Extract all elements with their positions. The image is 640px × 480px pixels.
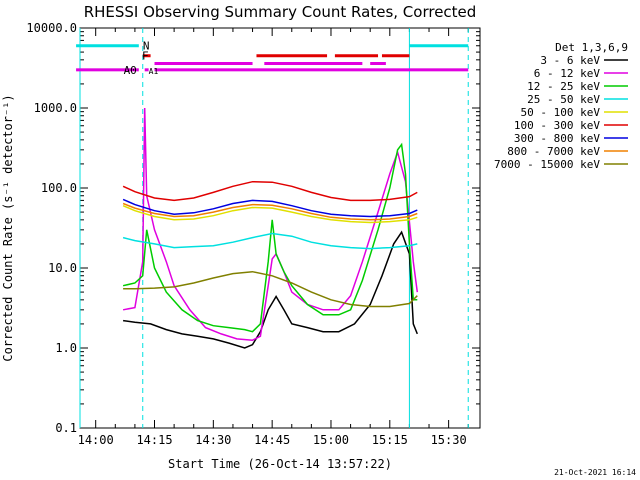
series-line <box>122 232 418 250</box>
flag-bar <box>142 54 151 58</box>
flag-bar <box>76 68 139 72</box>
y-tick-label: 1.0 <box>55 341 77 355</box>
series-line <box>122 142 418 333</box>
legend-label: 7000 - 15000 keV <box>494 158 600 171</box>
series-line <box>122 180 418 202</box>
y-tick-label: 10000.0 <box>26 21 77 35</box>
flag-bar <box>381 54 410 58</box>
legend-label: 300 - 800 keV <box>514 132 600 145</box>
flag-bar <box>154 61 253 65</box>
flag-bar <box>264 61 363 65</box>
x-tick-label: 15:30 <box>431 433 467 447</box>
series-line <box>122 230 418 349</box>
flag-label: A0 <box>124 64 137 77</box>
flag-bar <box>334 54 379 58</box>
series-line <box>122 107 419 341</box>
flag-bar <box>144 68 149 72</box>
legend-label: 25 - 50 keV <box>527 93 600 106</box>
legend-label: 3 - 6 keV <box>540 54 600 67</box>
flag-bar <box>76 44 139 48</box>
y-tick-label: 0.1 <box>55 421 77 435</box>
legend-title: Det 1,3,6,9 <box>555 41 628 54</box>
series-line <box>122 202 418 221</box>
flag-label: F <box>142 50 149 63</box>
x-tick-label: 14:00 <box>78 433 114 447</box>
flag-bar <box>256 54 328 58</box>
legend-label: 100 - 300 keV <box>514 119 600 132</box>
flag-bar <box>370 61 386 65</box>
plot-frame <box>79 27 481 429</box>
x-axis-label: Start Time (26-Oct-14 13:57:22) <box>168 457 392 471</box>
flag-label: A1 <box>149 67 159 76</box>
date-stamp: 21-Oct-2021 16:14 <box>554 468 636 477</box>
legend-label: 50 - 100 keV <box>521 106 601 119</box>
y-tick-label: 10.0 <box>48 261 77 275</box>
x-tick-label: 14:45 <box>254 433 290 447</box>
flag-bar <box>154 68 469 72</box>
series-line <box>122 198 418 218</box>
x-tick-label: 14:15 <box>136 433 172 447</box>
legend-label: 6 - 12 keV <box>534 67 601 80</box>
legend-label: 800 - 7000 keV <box>507 145 600 158</box>
x-tick-label: 15:00 <box>313 433 349 447</box>
series-line <box>123 270 418 308</box>
series-line <box>122 205 418 224</box>
chart-title: RHESSI Observing Summary Count Rates, Co… <box>84 3 477 21</box>
flag-bar <box>409 44 469 48</box>
y-axis-label: Corrected Count Rate (s⁻¹ detector⁻¹) <box>1 94 15 361</box>
x-tick-label: 15:15 <box>372 433 408 447</box>
y-tick-label: 1000.0 <box>34 101 77 115</box>
plot-area: 0.1 1.0 10.0 100.0 1000.0 10000.0 14:00 14:15 14… <box>26 21 628 447</box>
flag-label: N <box>143 40 150 53</box>
x-tick-label: 14:30 <box>195 433 231 447</box>
y-tick-label: 100.0 <box>41 181 77 195</box>
legend-label: 12 - 25 keV <box>527 80 600 93</box>
